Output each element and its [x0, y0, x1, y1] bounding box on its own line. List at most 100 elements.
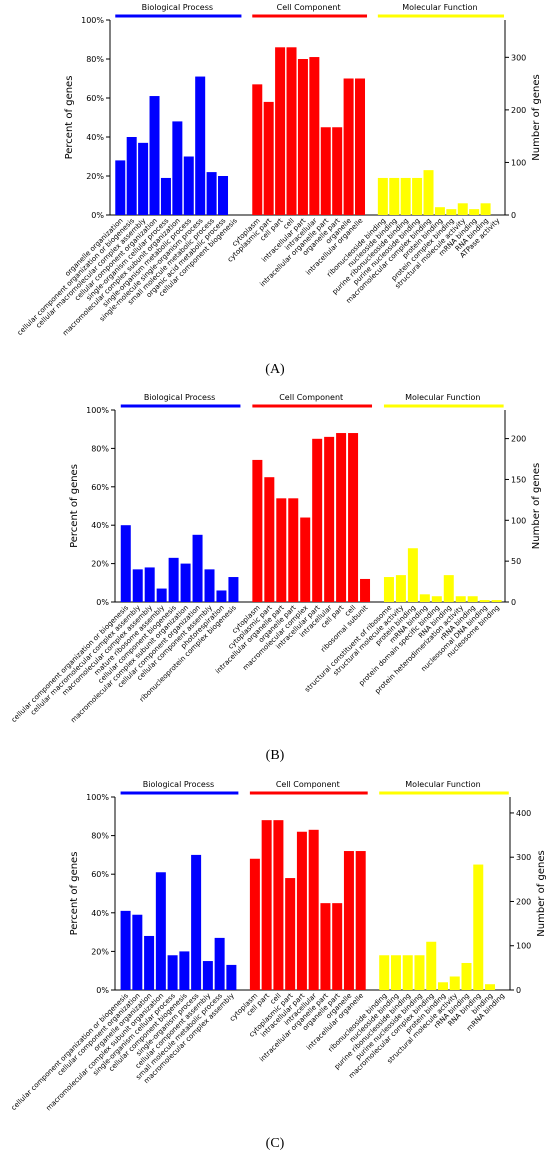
- bar-a-0-4: [160, 177, 171, 215]
- bar-c-2-7: [461, 962, 472, 990]
- y2-tick-label-b: 50: [511, 557, 521, 566]
- bar-a-2-7: [457, 203, 468, 215]
- bar-a-0-1: [126, 137, 137, 215]
- bar-a-0-3: [149, 96, 160, 215]
- y-axis-title-a: Percent of genes: [64, 76, 75, 160]
- bar-c-1-0: [249, 858, 260, 990]
- bar-a-1-9: [355, 78, 366, 215]
- y2-tick-label-c: 200: [516, 897, 531, 906]
- bar-c-1-4: [296, 831, 307, 990]
- bar-b-0-3: [156, 588, 167, 602]
- bar-c-2-3: [414, 955, 425, 990]
- bar-c-1-2: [273, 820, 284, 990]
- y-tick-label-a: 20%: [86, 172, 104, 181]
- bar-a-0-2: [138, 142, 149, 215]
- y2-tick-label-c: 300: [516, 853, 531, 862]
- y2-tick-label-a: 200: [511, 106, 526, 115]
- bar-c-2-6: [449, 976, 460, 990]
- bar-a-0-9: [218, 176, 229, 215]
- panel-label-b: (B): [265, 748, 285, 763]
- y-tick-label-a: 100%: [81, 16, 104, 25]
- group-title-b-0: Biological Process: [144, 393, 215, 402]
- y2-tick-label-a: 0: [511, 211, 516, 220]
- group-title-a-1: Cell Component: [277, 3, 341, 12]
- bar-c-0-9: [226, 964, 237, 990]
- bar-b-2-2: [407, 548, 418, 602]
- bar-b-1-8: [348, 433, 359, 602]
- bar-a-0-7: [195, 76, 206, 215]
- y-axis-title-c: Percent of genes: [69, 852, 80, 936]
- bar-b-1-1: [264, 477, 275, 602]
- y-tick-label-c: 20%: [91, 947, 109, 956]
- y2-tick-label-a: 300: [511, 53, 526, 62]
- bar-b-2-7: [467, 596, 478, 602]
- bar-c-1-6: [320, 903, 331, 990]
- bar-b-0-6: [192, 534, 203, 602]
- bar-a-2-8: [469, 209, 480, 215]
- bar-b-0-5: [180, 563, 191, 602]
- bar-a-2-4: [423, 170, 434, 215]
- bar-a-1-0: [252, 84, 263, 215]
- y2-axis-title-a: Number of genes: [531, 74, 542, 160]
- bar-a-1-7: [332, 127, 343, 215]
- y-tick-label-b: 20%: [91, 560, 109, 569]
- bar-b-2-0: [383, 577, 394, 602]
- y-tick-label-c: 100%: [86, 793, 109, 802]
- bar-a-1-6: [320, 127, 331, 215]
- group-title-c-2: Molecular Function: [405, 780, 480, 789]
- y-tick-label-b: 100%: [86, 406, 109, 415]
- bar-a-2-3: [412, 177, 423, 215]
- bar-c-0-8: [214, 937, 225, 990]
- y-tick-label-b: 60%: [91, 483, 109, 492]
- y-tick-label-c: 0%: [96, 986, 109, 995]
- y-tick-label-a: 60%: [86, 94, 104, 103]
- bar-b-2-9: [491, 600, 502, 602]
- bar-c-1-7: [332, 903, 343, 990]
- bar-b-2-1: [395, 575, 406, 602]
- bar-a-2-1: [389, 177, 400, 215]
- group-title-b-1: Cell Component: [279, 393, 343, 402]
- bar-a-1-5: [309, 57, 320, 215]
- bar-b-1-0: [252, 459, 263, 602]
- panel-label-c: (C): [265, 1136, 285, 1151]
- y-tick-label-b: 40%: [91, 521, 109, 530]
- group-title-b-2: Molecular Function: [405, 393, 480, 402]
- bar-b-1-6: [324, 436, 335, 602]
- y-tick-label-a: 40%: [86, 133, 104, 142]
- group-title-c-1: Cell Component: [276, 780, 340, 789]
- bar-b-2-5: [443, 575, 454, 602]
- y-tick-label-c: 60%: [91, 870, 109, 879]
- y2-tick-label-b: 0: [511, 598, 516, 607]
- bar-c-0-4: [167, 955, 178, 990]
- y2-axis-title-c: Number of genes: [536, 850, 547, 936]
- bar-c-1-3: [285, 878, 296, 990]
- bar-a-1-8: [343, 78, 354, 215]
- bar-c-1-9: [355, 851, 366, 990]
- bar-a-0-6: [183, 156, 194, 215]
- bar-a-2-6: [446, 209, 457, 215]
- y2-tick-label-c: 0: [516, 986, 521, 995]
- y-tick-label-b: 0%: [96, 598, 109, 607]
- bar-b-1-2: [276, 498, 287, 602]
- bar-a-2-9: [480, 203, 491, 215]
- y2-tick-label-c: 400: [516, 809, 531, 818]
- bar-a-1-1: [263, 101, 274, 215]
- bar-b-2-4: [431, 596, 442, 602]
- panel-label-a: (A): [265, 362, 285, 377]
- bar-c-0-5: [179, 951, 190, 990]
- y2-axis-title-b: Number of genes: [531, 463, 542, 549]
- bar-a-0-8: [206, 172, 217, 215]
- bar-c-0-0: [120, 910, 131, 990]
- bar-b-1-3: [288, 498, 299, 602]
- bar-a-0-5: [172, 121, 183, 215]
- bar-c-2-5: [437, 982, 448, 990]
- bar-c-2-9: [485, 984, 496, 990]
- bar-c-0-1: [132, 914, 143, 990]
- y-tick-label-b: 80%: [91, 444, 109, 453]
- bar-b-0-2: [144, 567, 155, 602]
- group-title-a-2: Molecular Function: [402, 3, 477, 12]
- bar-c-1-8: [343, 851, 354, 990]
- bar-b-1-4: [300, 517, 311, 602]
- bar-b-0-9: [228, 577, 239, 602]
